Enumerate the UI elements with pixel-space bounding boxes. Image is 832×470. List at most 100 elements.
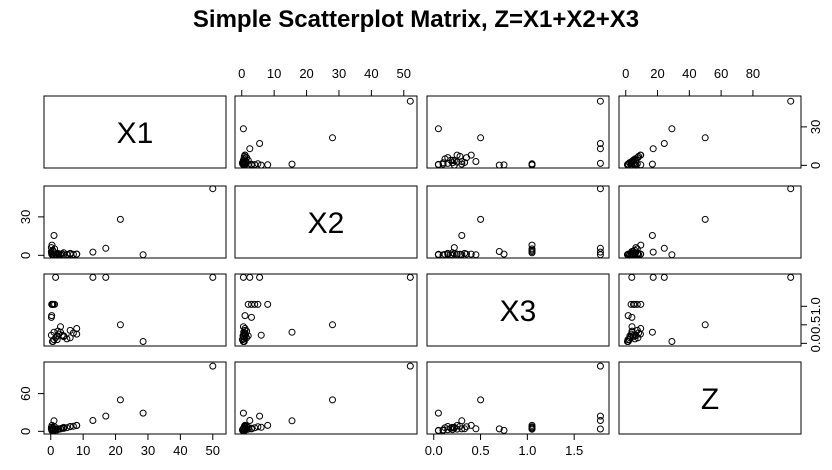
point-Z-X1 [787, 97, 795, 105]
point-X1-X2 [209, 185, 217, 193]
axis-bottom-tick-label: 0 [47, 443, 54, 458]
point-Z-X3 [625, 336, 633, 344]
point-X2-X1 [257, 161, 265, 169]
point-X2-X3 [246, 273, 254, 281]
axis-top2-tick-label: 60 [714, 66, 728, 81]
point-X2-X3 [239, 273, 247, 281]
diagonal-label-Z: Z [701, 383, 719, 416]
axis-top2-tick-label: 80 [746, 66, 760, 81]
axis-right-tick-label: 0 [808, 162, 823, 169]
panel-2-3 [618, 273, 802, 347]
point-X2-X3 [240, 338, 248, 345]
axis-top-tick-label: 40 [364, 66, 378, 81]
point-X3-X2 [596, 244, 604, 252]
point-X3-Z [444, 423, 452, 430]
point-X3-Z [596, 362, 604, 370]
axis-top-tick-label: 50 [397, 66, 411, 81]
point-X1-X2 [116, 215, 124, 223]
point-X3-Z [528, 424, 536, 432]
panel-2-1 [234, 273, 418, 347]
point-X2-Z [239, 409, 247, 417]
point-X3-X1 [596, 140, 604, 147]
axis-right-tick-label: 0.5 [808, 316, 823, 334]
point-X1-X2 [102, 244, 110, 252]
point-Z-X3 [701, 321, 709, 329]
point-Z-X2 [668, 251, 676, 259]
axis-top2-tick-label: 0 [622, 66, 629, 81]
point-X3-X1 [596, 97, 604, 105]
point-X2-Z [251, 424, 259, 432]
point-Z-X2 [632, 244, 640, 252]
axis-top2-tick-label: 20 [650, 66, 664, 81]
point-X1-Z [69, 422, 77, 430]
point-Z-X2 [787, 185, 795, 193]
point-Z-X3 [628, 313, 636, 321]
point-X2-X3 [406, 273, 414, 281]
point-Z-X1 [649, 145, 657, 153]
point-X3-X2 [456, 250, 464, 258]
point-X1-X2 [73, 250, 81, 258]
point-X3-X2 [596, 248, 604, 256]
point-X3-Z [528, 421, 536, 429]
point-X1-X2 [49, 250, 57, 258]
diagonal-label-X1: X1 [117, 117, 154, 150]
point-X3-X2 [453, 250, 461, 258]
point-X2-X3 [264, 300, 272, 308]
point-X2-Z [256, 412, 264, 420]
point-X2-X3 [329, 321, 336, 329]
axis-left-tick-label: 30 [18, 210, 33, 224]
axis-top-tick-label: 0 [238, 66, 245, 81]
point-X1-Z [73, 422, 81, 429]
axis-bottom-tick-label: 0.0 [425, 443, 443, 458]
point-X2-X1 [329, 134, 336, 142]
point-X1-X3 [89, 273, 97, 281]
point-X3-X1 [495, 161, 503, 169]
point-Z-X3 [637, 300, 645, 308]
axis-bottom-tick-label: 50 [206, 443, 220, 458]
point-X2-X3 [288, 328, 296, 336]
point-X1-X3 [66, 334, 74, 342]
point-X1-X2 [57, 251, 64, 259]
point-X3-Z [495, 425, 503, 433]
point-X3-Z [458, 417, 466, 425]
point-Z-X3 [624, 312, 632, 320]
point-X1-X3 [47, 331, 55, 339]
point-Z-X3 [648, 328, 656, 336]
diagonal-label-X3: X3 [500, 295, 537, 328]
point-X2-X1 [241, 151, 249, 159]
point-X3-X2 [450, 244, 458, 252]
axis-bottom-tick-label: 1.0 [518, 443, 536, 458]
point-X3-X2 [439, 251, 447, 259]
point-X2-X3 [256, 273, 264, 281]
axis-right-tick-label: 0.0 [808, 334, 823, 352]
point-Z-X3 [668, 338, 676, 345]
point-Z-X3 [633, 300, 641, 308]
point-X3-X2 [596, 251, 604, 259]
point-X2-Z [243, 425, 251, 433]
axis-bottom-tick-label: 40 [173, 443, 187, 458]
axis-top-tick-label: 30 [332, 66, 346, 81]
point-X1-Z [54, 425, 62, 433]
point-X1-Z [57, 425, 64, 433]
point-Z-X3 [628, 323, 636, 331]
point-X3-Z [596, 417, 604, 424]
point-X3-X1 [434, 160, 442, 168]
point-Z-X3 [636, 330, 644, 338]
point-X3-X2 [500, 250, 508, 258]
point-X1-X3 [53, 336, 61, 344]
point-X1-X3 [48, 312, 56, 320]
point-X2-X1 [288, 160, 296, 168]
point-X2-Z [257, 423, 265, 431]
point-X1-X3 [73, 330, 81, 338]
point-X1-X3 [60, 332, 68, 340]
point-X3-X1 [450, 161, 458, 169]
point-X1-Z [63, 424, 71, 432]
point-X3-X1 [461, 159, 469, 166]
point-X2-Z [329, 396, 336, 404]
panel-0-1 [234, 95, 418, 169]
point-X2-X3 [241, 312, 249, 320]
point-X2-Z [239, 425, 247, 433]
point-X1-X2 [47, 244, 55, 252]
point-X1-Z [116, 396, 124, 404]
axis-top2-tick-label: 40 [682, 66, 696, 81]
